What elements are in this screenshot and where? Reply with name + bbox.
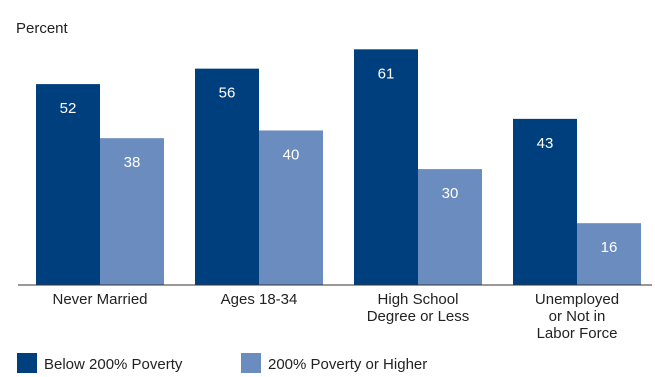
x-tick-labels: Never Married Ages 18-34 High School Degree… <box>52 291 619 342</box>
x-tick-label-2: Ages 18-34 <box>221 291 298 308</box>
data-label-series-1-cat-4: 43 <box>537 135 554 152</box>
bar-series-2-cat-2 <box>259 130 323 285</box>
bar-series-2-cat-4 <box>577 223 641 285</box>
data-label-series-1-cat-2: 56 <box>219 85 236 102</box>
legend-swatch-2 <box>241 353 261 373</box>
bar-series-1-cat-1 <box>36 84 100 285</box>
legend-label-2: 200% Poverty or Higher <box>268 356 427 373</box>
x-tick-label-3: High School Degree or Less <box>367 291 470 325</box>
legend-swatch-1 <box>17 353 37 373</box>
bar-series-1-cat-2 <box>195 68 259 286</box>
data-label-series-2-cat-1: 38 <box>124 154 141 171</box>
data-label-series-2-cat-3: 30 <box>442 185 459 202</box>
legend-label-1: Below 200% Poverty <box>44 356 183 373</box>
data-label-series-1-cat-3: 61 <box>378 65 395 82</box>
legend: Below 200% Poverty 200% Poverty or Higher <box>17 353 427 373</box>
data-label-series-2-cat-2: 40 <box>283 146 300 163</box>
y-axis-label: Percent <box>16 20 69 37</box>
bar-series-1-cat-3 <box>354 49 418 286</box>
bar-series-2-cat-3 <box>418 169 482 285</box>
data-label-series-1-cat-1: 52 <box>60 100 77 117</box>
bar-series-1-cat-4 <box>513 118 577 285</box>
bars-group: 52 38 56 40 61 30 43 16 <box>36 49 641 286</box>
data-label-series-2-cat-4: 16 <box>601 239 618 256</box>
x-tick-label-1: Never Married <box>52 291 147 308</box>
x-tick-label-4: Unemployed or Not in Labor Force <box>535 291 619 342</box>
bar-series-2-cat-1 <box>100 138 164 285</box>
